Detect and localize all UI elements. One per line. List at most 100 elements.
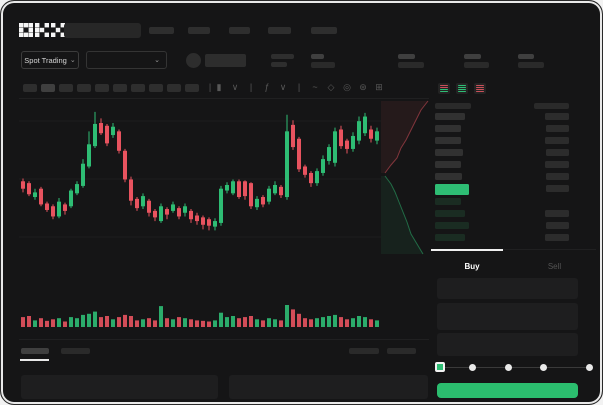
search-input[interactable]: [64, 23, 141, 38]
ask-row[interactable]: [431, 171, 596, 183]
buy-submit-button[interactable]: [437, 383, 578, 398]
bid-row-price: [435, 198, 461, 205]
nav-item[interactable]: [229, 27, 250, 34]
timeframe-tab[interactable]: [131, 84, 145, 92]
settings-icon[interactable]: ⊛: [359, 82, 367, 92]
candlestick-chart[interactable]: [19, 99, 381, 334]
ask-row-amount: [546, 173, 569, 180]
ask-row[interactable]: [431, 135, 596, 147]
line-tool-icon[interactable]: ~: [312, 82, 318, 92]
last-price-row-amount: [546, 185, 569, 192]
nav-item[interactable]: [268, 27, 291, 34]
bid-row-price: [435, 234, 465, 241]
candle-style-icon[interactable]: ▮: [216, 82, 222, 92]
market-type-dropdown[interactable]: Spot Trading ⌄: [21, 51, 79, 69]
price-input[interactable]: [437, 278, 578, 299]
bid-row-price: [435, 222, 469, 229]
last-price-row-price: [435, 184, 469, 195]
pair-icon: [186, 53, 201, 68]
order-history-tab[interactable]: [61, 348, 90, 354]
chevron-down-icon: ⌄: [154, 56, 160, 64]
order-book-view-all-icon[interactable]: [438, 83, 450, 94]
bid-row-amount: [545, 210, 569, 217]
pair-name-placeholder[interactable]: [205, 54, 246, 67]
chevron-down-icon[interactable]: ∨: [231, 82, 239, 92]
timeframe-tab[interactable]: [77, 84, 91, 92]
market-type-label: Spot Trading: [24, 55, 67, 65]
timeframe-tab[interactable]: [41, 84, 55, 92]
ask-row-price: [435, 173, 462, 180]
slider-stop[interactable]: [540, 364, 547, 371]
ask-row-amount: [546, 125, 569, 132]
tab-sell[interactable]: Sell: [513, 256, 596, 274]
draw-tool-icon[interactable]: ◇: [327, 82, 335, 92]
stat-label: [311, 54, 324, 59]
timeframe-tab[interactable]: [95, 84, 109, 92]
bid-row[interactable]: [431, 220, 596, 232]
orders-filter[interactable]: [387, 348, 416, 354]
ask-row[interactable]: [431, 159, 596, 171]
orders-empty-panel: [21, 375, 218, 399]
order-book-amount-header: [534, 103, 569, 109]
orders-filter[interactable]: [349, 348, 379, 354]
chevron-down-icon: ⌄: [69, 56, 76, 64]
timeframe-tab[interactable]: [149, 84, 163, 92]
ask-row[interactable]: [431, 111, 596, 123]
orders-tab-underline: [20, 359, 49, 361]
bid-row-price: [435, 210, 465, 217]
pair-select-dropdown[interactable]: ⌄: [86, 51, 167, 69]
toolbar-divider: |: [249, 82, 253, 92]
amount-slider[interactable]: [435, 361, 593, 374]
orders-empty-panel: [229, 375, 428, 399]
ask-row[interactable]: [431, 147, 596, 159]
ask-row[interactable]: [431, 123, 596, 135]
stat-label: [464, 54, 481, 59]
timeframe-tab[interactable]: [167, 84, 181, 92]
tab-buy[interactable]: Buy: [431, 256, 513, 274]
ask-row-price: [435, 125, 461, 132]
timeframe-tab[interactable]: [23, 84, 37, 92]
slider-stop[interactable]: [469, 364, 476, 371]
orders-tab-active[interactable]: [21, 348, 49, 354]
slider-stop[interactable]: [586, 364, 593, 371]
indicators-icon[interactable]: ƒ: [264, 82, 270, 92]
timeframe-tab[interactable]: [185, 84, 199, 92]
bid-row[interactable]: [431, 196, 596, 208]
slider-handle[interactable]: [435, 362, 445, 372]
tab-sell-label: Sell: [547, 262, 562, 271]
stat-label: [398, 54, 415, 59]
nav-item[interactable]: [311, 27, 337, 34]
ask-row-amount: [545, 113, 569, 120]
screenshot-icon[interactable]: ◎: [343, 82, 351, 92]
slider-track[interactable]: [441, 367, 589, 368]
amount-input[interactable]: [437, 303, 578, 330]
slider-stop[interactable]: [505, 364, 512, 371]
last-price-row[interactable]: [431, 183, 596, 196]
timeframe-tab[interactable]: [59, 84, 73, 92]
ask-row-price: [435, 149, 463, 156]
order-book-view-bids-icon[interactable]: [456, 83, 468, 94]
order-book-price-header: [435, 103, 471, 109]
stat-label: [518, 54, 534, 59]
total-input[interactable]: [437, 333, 578, 356]
nav-item[interactable]: [188, 27, 210, 34]
stat-value: [398, 62, 424, 68]
depth-chart: [381, 100, 429, 255]
bid-row-amount: [545, 234, 569, 241]
timeframe-tab[interactable]: [113, 84, 127, 92]
bid-row-amount: [546, 222, 569, 229]
bid-row[interactable]: [431, 232, 596, 244]
ask-row-amount: [545, 137, 569, 144]
fullscreen-icon[interactable]: ⊞: [375, 82, 383, 92]
stat-value: [311, 62, 335, 68]
order-book-view-asks-icon[interactable]: [474, 83, 486, 94]
nav-item[interactable]: [149, 27, 174, 34]
ask-row-price: [435, 161, 461, 168]
stat-value: [464, 62, 489, 68]
tabs-divider: [431, 249, 596, 250]
section-divider: [19, 339, 429, 340]
chevron-down-icon[interactable]: ∨: [279, 82, 287, 92]
bid-row[interactable]: [431, 208, 596, 220]
ask-row-amount: [545, 161, 569, 168]
